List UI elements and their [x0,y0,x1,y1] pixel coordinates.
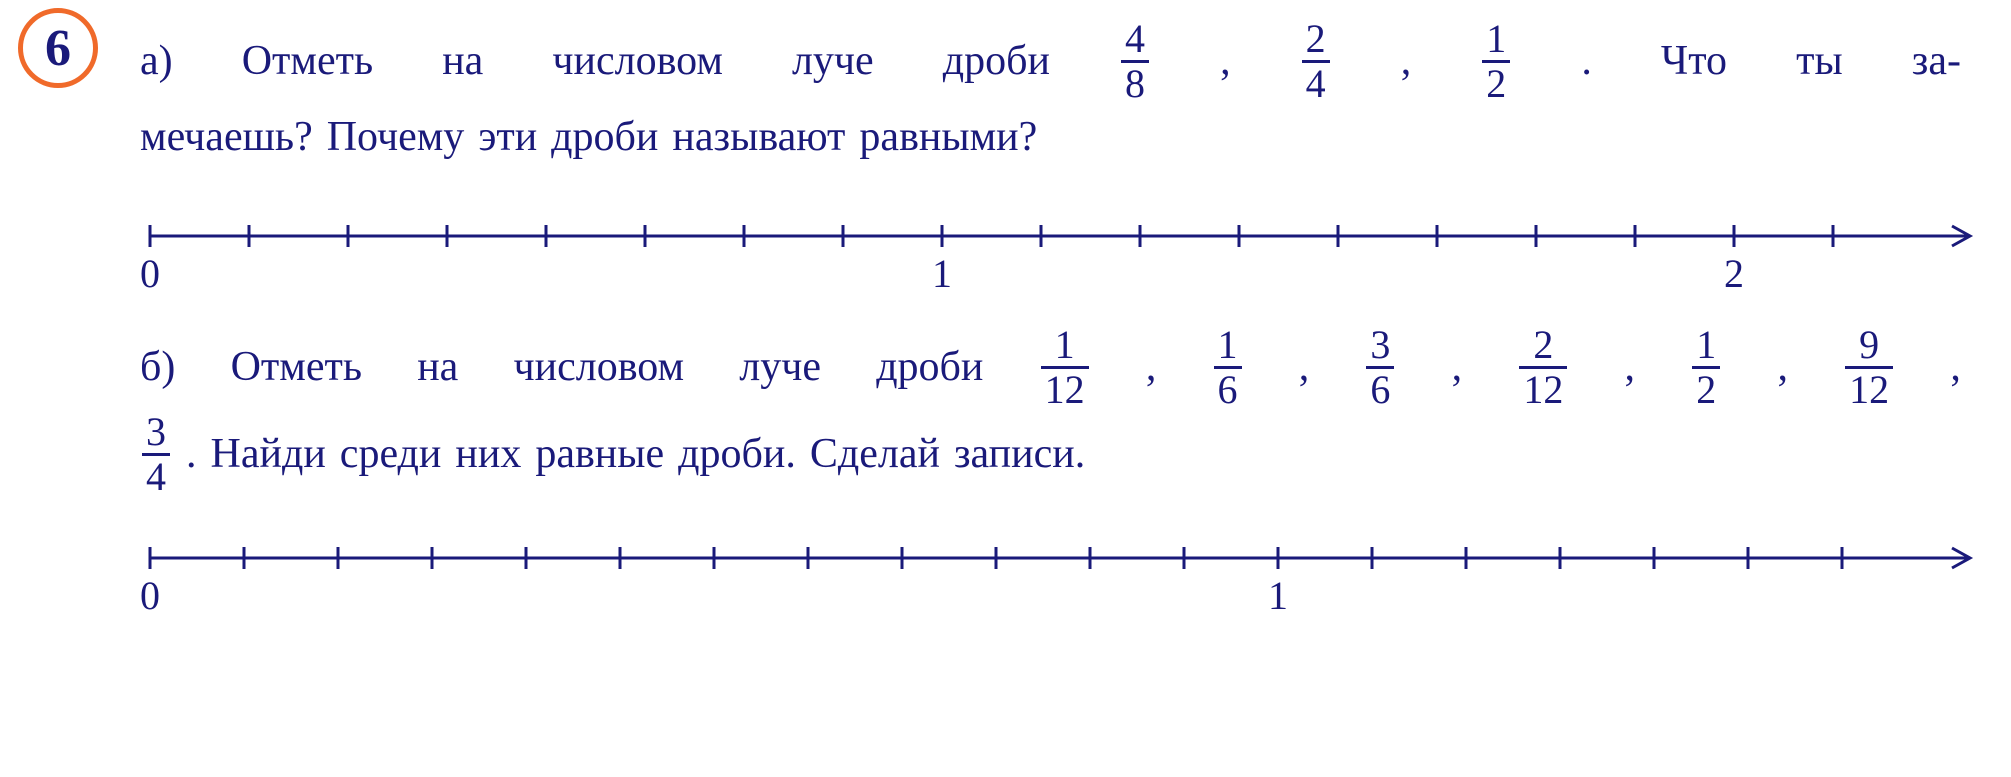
part-a-line1: а) Отметь на числовом луче дроби 4 8 , 2… [140,18,1961,105]
fraction-numerator: 4 [1121,18,1149,60]
fraction: 1 6 [1214,324,1242,411]
word: мечаешь? [140,105,313,170]
fraction: 2 12 [1519,324,1567,411]
word: равными? [859,105,1037,170]
word: Почему [327,105,465,170]
part-b-line1: б) Отметь на числовом луче дроби 1 12 , … [140,324,1961,411]
word: дроби [551,105,658,170]
part-b-line2: 3 4 . Найди среди них равные дроби. Сдел… [140,411,1961,498]
word: дроби [876,335,983,400]
fraction-denominator: 12 [1041,366,1089,411]
word: дроби [943,29,1050,94]
word: записи. [954,422,1085,487]
separator: , [1777,335,1788,400]
word: луче [739,335,821,400]
word: среди [340,422,442,487]
part-a-label: а) [140,29,173,94]
fraction: 1 2 [1692,324,1720,411]
fraction-numerator: 2 [1302,18,1330,60]
part-a: а) Отметь на числовом луче дроби 4 8 , 2… [140,18,1961,170]
fraction-denominator: 6 [1366,366,1394,411]
fraction-numerator: 3 [142,411,170,453]
separator: , [1625,335,1636,400]
word: на [442,29,483,94]
separator: , [1146,335,1157,400]
word: дроби. [678,422,796,487]
word: числовом [552,29,723,94]
separator: , [1299,335,1310,400]
part-b-label: б) [140,335,175,400]
word: равные [535,422,664,487]
number-line-a-labels: 0 1 2 [140,250,1931,296]
fraction-denominator: 4 [142,453,170,498]
separator: . [1581,29,1592,94]
separator: , [1401,29,1412,94]
number-line-a: 0 1 2 [140,210,1931,296]
fraction-numerator: 3 [1366,324,1394,366]
fraction-denominator: 8 [1121,60,1149,105]
number-line-label: 2 [1724,250,1744,297]
fraction-numerator: 1 [1214,324,1242,366]
fraction-denominator: 6 [1214,366,1242,411]
fraction: 3 4 [142,411,170,498]
fraction-numerator: 9 [1855,324,1883,366]
word: Что [1661,29,1727,94]
word: ты [1796,29,1843,94]
fraction-denominator: 2 [1692,366,1720,411]
separator: , [1220,29,1231,94]
number-line-label: 1 [1268,572,1288,619]
fraction-numerator: 1 [1051,324,1079,366]
word: называют [672,105,845,170]
word: за- [1912,29,1961,94]
separator: , [1950,335,1961,400]
word: числовом [514,335,685,400]
separator: , [1452,335,1463,400]
fraction: 3 6 [1366,324,1394,411]
number-line-b-svg [140,532,1980,572]
word: Отметь [231,335,362,400]
part-b: б) Отметь на числовом луче дроби 1 12 , … [140,324,1961,498]
fraction: 4 8 [1121,18,1149,105]
fraction-denominator: 12 [1519,366,1567,411]
fraction-numerator: 1 [1692,324,1720,366]
word: Найди [211,422,326,487]
fraction-denominator: 2 [1482,60,1510,105]
word: на [417,335,458,400]
number-line-label: 1 [932,250,952,297]
exercise-number-badge: 6 [18,8,98,88]
fraction: 9 12 [1845,324,1893,411]
fraction-denominator: 12 [1845,366,1893,411]
number-line-a-svg [140,210,1980,250]
word: Сделай [810,422,940,487]
fraction-numerator: 1 [1482,18,1510,60]
number-line-label: 0 [140,572,160,619]
fraction: 2 4 [1302,18,1330,105]
fraction-denominator: 4 [1302,60,1330,105]
word: Отметь [242,29,373,94]
word: эти [478,105,537,170]
word: них [455,422,521,487]
separator: . [186,422,197,487]
number-line-b: 01 [140,532,1931,618]
fraction-numerator: 2 [1529,324,1557,366]
part-a-line2: мечаешь? Почему эти дроби называют равны… [140,105,1961,170]
word: луче [792,29,874,94]
number-line-b-labels: 01 [140,572,1931,618]
fraction: 1 12 [1041,324,1089,411]
number-line-label: 0 [140,250,160,297]
fraction: 1 2 [1482,18,1510,105]
